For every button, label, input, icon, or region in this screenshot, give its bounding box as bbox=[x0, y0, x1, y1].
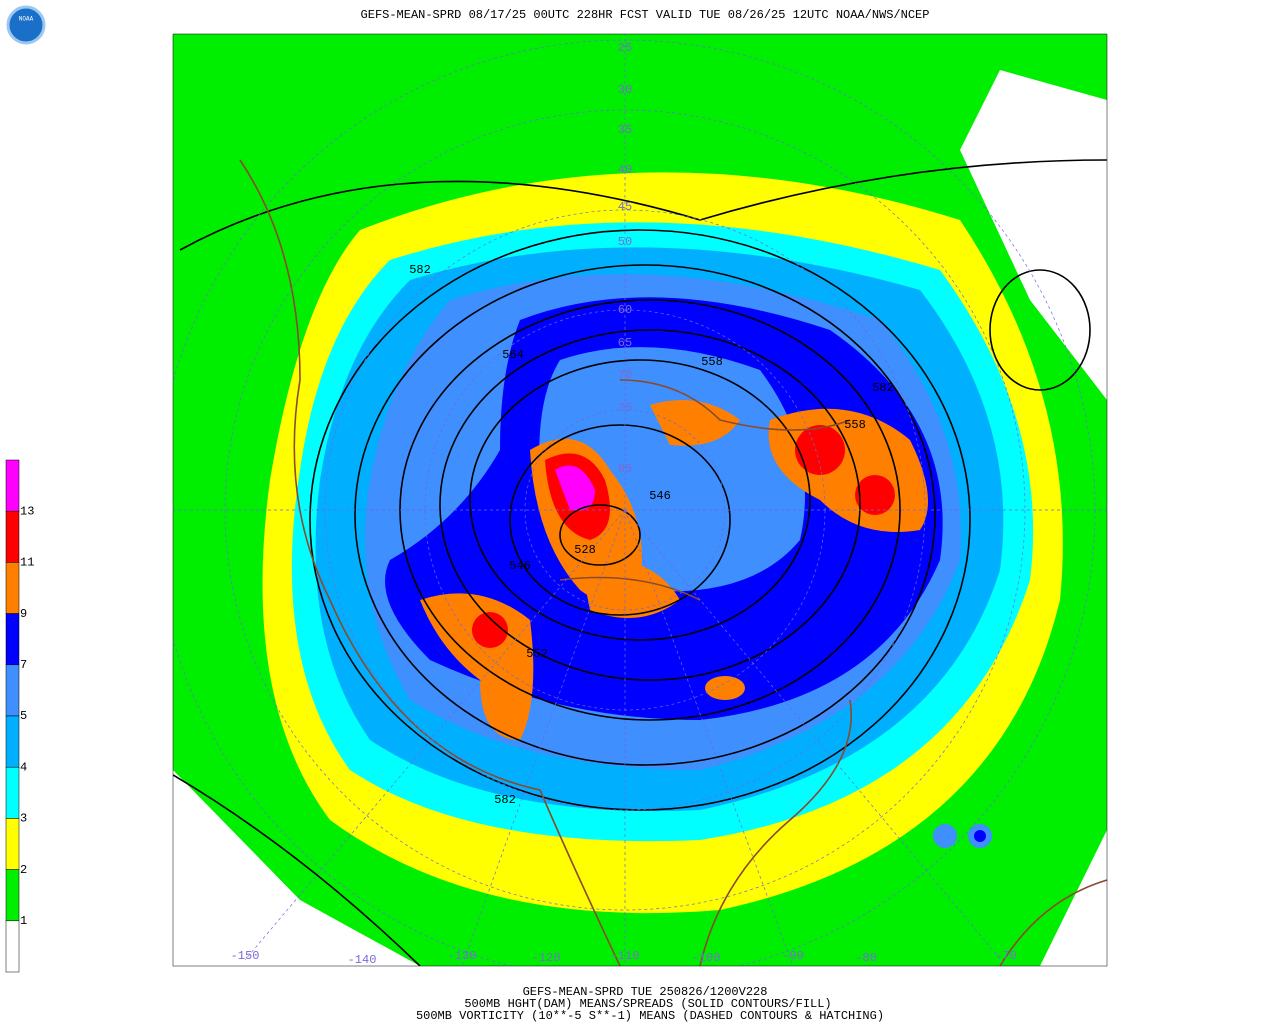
legend-label: 5 bbox=[20, 709, 27, 723]
legend-swatch bbox=[5, 920, 20, 973]
map bbox=[172, 33, 1108, 967]
legend-label: 1 bbox=[20, 914, 27, 928]
footer-line: 500MB VORTICITY (10**-5 S**-1) MEANS (DA… bbox=[416, 1009, 884, 1023]
legend-swatch bbox=[5, 818, 20, 870]
legend-swatch bbox=[5, 459, 20, 512]
legend-label: 13 bbox=[20, 504, 34, 518]
legend-label: 9 bbox=[20, 607, 27, 621]
legend-label: 7 bbox=[20, 658, 27, 672]
noaa-logo: NOAA bbox=[6, 5, 46, 45]
legend-swatch bbox=[5, 766, 20, 819]
legend-label: 3 bbox=[20, 812, 27, 826]
map-labels: 25 30 35 40 45 50 60 65 70 75 85 -150 -140 -130 -120 -1… bbox=[231, 41, 1017, 967]
longitude-label: -120 bbox=[532, 951, 561, 965]
legend-label: 4 bbox=[20, 760, 27, 774]
contour-label: 552 bbox=[526, 647, 548, 661]
latitude-label: 30 bbox=[618, 83, 632, 97]
logo-text: NOAA bbox=[19, 16, 34, 23]
contour-label: 546 bbox=[509, 559, 531, 573]
contour-label: 582 bbox=[409, 263, 431, 277]
latitude-label: 75 bbox=[618, 401, 632, 415]
latitude-label: 70 bbox=[618, 368, 632, 382]
contour-label: 558 bbox=[844, 418, 866, 432]
legend-label: 2 bbox=[20, 863, 27, 877]
latitude-label: 60 bbox=[618, 303, 632, 317]
longitude-label: -100 bbox=[692, 951, 721, 965]
legend-swatch bbox=[5, 510, 20, 563]
footer-line: 500MB HGHT(DAM) MEANS/SPREADS (SOLID CON… bbox=[464, 997, 831, 1011]
contour-label: 558 bbox=[701, 355, 723, 369]
contour-label: 564 bbox=[502, 348, 524, 362]
contour-label: 528 bbox=[574, 543, 596, 557]
legend-swatch bbox=[5, 664, 20, 717]
legend-swatch bbox=[5, 562, 20, 614]
latitude-label: 35 bbox=[618, 123, 632, 137]
longitude-label: -80 bbox=[855, 951, 877, 965]
longitude-label: -90 bbox=[782, 949, 804, 963]
contour-label: 582 bbox=[872, 381, 894, 395]
legend-swatch bbox=[5, 869, 20, 922]
contour-label: 582 bbox=[494, 793, 516, 807]
latitude-label: 85 bbox=[618, 462, 632, 476]
latitude-label: 25 bbox=[618, 41, 632, 55]
legend-swatch bbox=[5, 613, 20, 666]
latitude-label: 65 bbox=[618, 336, 632, 350]
legend-swatch bbox=[5, 715, 20, 768]
longitude-label: -150 bbox=[231, 949, 260, 963]
latitude-label: 45 bbox=[618, 200, 632, 214]
legend-label: 11 bbox=[20, 556, 34, 570]
legend: 13 11 9 7 5 4 3 2 1 bbox=[5, 459, 34, 973]
longitude-label: -140 bbox=[348, 953, 377, 967]
latitude-label: 40 bbox=[618, 163, 632, 177]
title: GEFS-MEAN-SPRD 08/17/25 00UTC 228HR FCST… bbox=[361, 8, 930, 22]
longitude-label: -130 bbox=[448, 949, 477, 963]
longitude-label: -70 bbox=[995, 949, 1017, 963]
longitude-label: -110 bbox=[611, 949, 640, 963]
latitude-label: 50 bbox=[618, 235, 632, 249]
footer-line: GEFS-MEAN-SPRD TUE 250826/1200V228 bbox=[523, 985, 768, 999]
contour-label: 546 bbox=[649, 489, 671, 503]
